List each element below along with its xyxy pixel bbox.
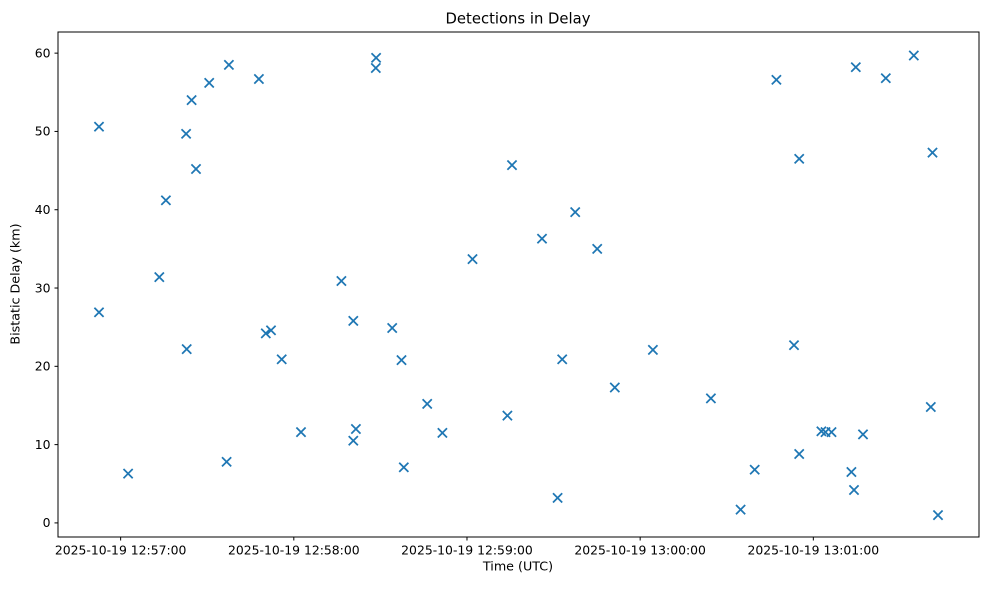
scatter-marker xyxy=(348,435,359,446)
scatter-marker xyxy=(350,423,362,435)
scatter-marker xyxy=(203,77,215,89)
y-tick-label: 10 xyxy=(35,437,51,452)
scatter-marker xyxy=(437,427,448,439)
scatter-marker xyxy=(336,275,347,287)
y-tick-label: 30 xyxy=(35,280,51,295)
scatter-marker xyxy=(591,243,603,255)
scatter-marker xyxy=(502,410,513,421)
scatter-marker xyxy=(386,322,398,334)
scatter-marker xyxy=(154,271,165,283)
scatter-marker xyxy=(793,448,805,460)
x-tick-label: 2025-10-19 12:59:00 xyxy=(401,543,533,558)
scatter-marker xyxy=(556,354,568,365)
scatter-marker xyxy=(370,52,382,64)
scatter-marker xyxy=(370,62,382,74)
axes-spines xyxy=(57,31,980,538)
scatter-marker xyxy=(927,147,938,158)
scatter-marker xyxy=(848,484,860,496)
scatter-marker xyxy=(536,233,548,244)
x-tick-label: 2025-10-19 12:57:00 xyxy=(55,543,187,558)
scatter-marker xyxy=(826,426,837,438)
scatter-marker xyxy=(932,509,944,521)
scatter-marker xyxy=(771,74,782,86)
scatter-marker xyxy=(93,121,105,132)
scatter-marker xyxy=(467,253,478,265)
x-tick-label: 2025-10-19 13:00:00 xyxy=(574,543,706,558)
scatter-marker xyxy=(186,94,197,106)
scatter-marker xyxy=(735,504,746,515)
y-tick-label: 40 xyxy=(35,202,51,217)
scatter-marker xyxy=(552,492,563,504)
scatter-marker xyxy=(265,325,277,336)
scatter-marker xyxy=(181,343,192,355)
scatter-marker xyxy=(788,339,800,351)
y-tick-label: 50 xyxy=(35,124,51,139)
scatter-marker xyxy=(846,466,857,478)
scatter-marker xyxy=(421,398,433,410)
scatter-marker xyxy=(190,163,202,175)
scatter-marker xyxy=(396,354,407,366)
scatter-marker xyxy=(647,344,659,356)
y-tick-label: 20 xyxy=(35,359,51,374)
scatter-marker xyxy=(506,159,518,171)
x-axis-label: Time (UTC) xyxy=(482,558,554,574)
scatter-marker xyxy=(122,468,134,479)
scatter-marker xyxy=(295,426,307,438)
y-axis-label: Bistatic Delay (km) xyxy=(7,223,23,345)
scatter-marker xyxy=(180,128,192,140)
scatter-marker xyxy=(569,206,581,218)
scatter-marker xyxy=(609,382,621,393)
scatter-marker xyxy=(908,50,920,61)
scatter-marker xyxy=(93,307,105,318)
scatter-marker xyxy=(276,354,287,365)
scatter-marker xyxy=(160,195,172,206)
scatter-marker xyxy=(223,59,235,71)
x-tick-label: 2025-10-19 12:58:00 xyxy=(228,543,360,558)
scatter-marker xyxy=(880,72,892,84)
scatter-marker xyxy=(398,462,410,473)
scatter-marker xyxy=(253,73,265,85)
scatter-marker xyxy=(793,153,805,165)
x-tick-label: 2025-10-19 13:01:00 xyxy=(748,543,880,558)
scatter-marker xyxy=(850,61,862,73)
scatter-marker xyxy=(705,393,717,404)
scatter-marker xyxy=(857,429,869,440)
chart-title: Detections in Delay xyxy=(445,10,591,28)
scatter-marker xyxy=(260,328,272,339)
scatter-marker xyxy=(925,401,937,413)
scatter-marker xyxy=(221,456,232,468)
scatter-marker xyxy=(749,464,760,475)
scatter-marker xyxy=(348,315,359,327)
y-tick-label: 60 xyxy=(35,45,51,60)
y-tick-label: 0 xyxy=(43,515,51,530)
